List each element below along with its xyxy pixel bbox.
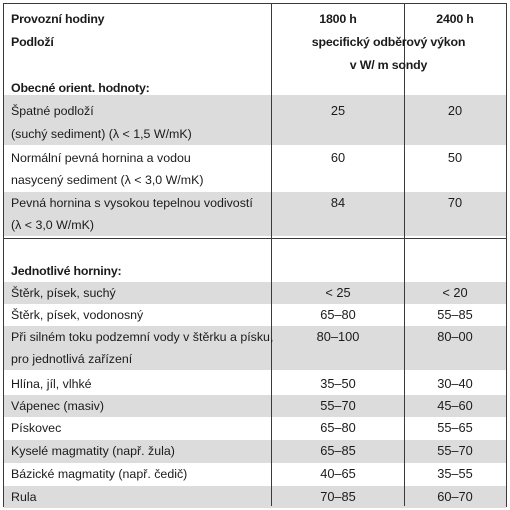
header-unit-line1: specifický odběrový výkon: [311, 35, 466, 49]
s1-row2-value-1800: 60: [330, 150, 346, 165]
s2-row5-value-1800: 55–70: [320, 398, 356, 413]
header-unit-line2: v W/ m sondy: [349, 58, 428, 72]
s2-row2-value-2400: 55–85: [437, 307, 473, 322]
s1-row3-label-line2: (λ < 3,0 W/mK): [11, 218, 94, 232]
header-hours-1800: 1800 h: [319, 12, 357, 26]
header-hours-2400: 2400 h: [436, 12, 474, 26]
s2-row2-value-1800: 65–80: [320, 307, 356, 322]
s1-row3-value-2400: 70: [447, 195, 463, 210]
s2-row9-value-1800: 70–85: [320, 489, 356, 504]
s2-row1-value-2400: < 20: [442, 285, 468, 300]
s2-row5-label: Vápenec (masiv): [11, 399, 104, 413]
s2-row4-label: Hlína, jíl, vlhké: [11, 377, 92, 391]
s2-row3-value-2400: 80–00: [437, 329, 473, 344]
s2-row8-label: Bázické magmatity (např. čedič): [11, 467, 188, 481]
s2-row6-value-1800: 65–80: [320, 420, 356, 435]
s2-row5-value-2400: 45–60: [437, 398, 473, 413]
column-divider-1: [271, 4, 272, 506]
s1-row2-label-line2: nasycený sediment (λ < 3,0 W/mK): [11, 173, 204, 187]
shade-s1-r3: [4, 192, 506, 236]
s2-row8-value-2400: 35–55: [437, 466, 473, 481]
s2-row3-label-line2: pro jednotlivá zařízení: [11, 352, 133, 366]
s1-row1-value-2400: 20: [447, 103, 463, 118]
shade-s2-r1: [4, 282, 506, 304]
shade-s2-r5: [4, 395, 506, 417]
header-subsoil: Podloží: [11, 35, 54, 49]
s1-row2-label-line1: Normální pevná hornina a vodou: [11, 151, 191, 165]
shade-s1-r1: [4, 95, 506, 145]
s2-row7-value-2400: 55–70: [437, 443, 473, 458]
header-operating-hours: Provozní hodiny: [11, 12, 105, 26]
s2-row1-label: Štěrk, písek, suchý: [11, 286, 116, 300]
s1-row1-value-1800: 25: [330, 103, 346, 118]
shade-s2-r9: [4, 486, 506, 508]
shade-s2-r3: [4, 326, 506, 370]
section-rocks-title: Jednotlivé horniny:: [11, 264, 122, 278]
s2-row7-label: Kyselé magmatity (např. žula): [11, 444, 175, 458]
section-general-title: Obecné orient. hodnoty:: [11, 81, 150, 95]
s1-row2-value-2400: 50: [447, 150, 463, 165]
s1-row3-value-1800: 84: [330, 195, 346, 210]
s1-row1-label-line1: Špatné podloží: [11, 104, 94, 118]
s2-row1-value-1800: < 25: [325, 285, 351, 300]
s2-row7-value-1800: 65–85: [320, 443, 356, 458]
s2-row3-value-1800: 80–100: [316, 329, 360, 344]
s1-row3-label-line1: Pevná hornina s vysokou tepelnou vodivos…: [11, 196, 253, 210]
s2-row4-value-2400: 30–40: [437, 376, 473, 391]
s1-row1-label-line2: (suchý sediment) (λ < 1,5 W/mK): [11, 127, 192, 141]
s2-row8-value-1800: 40–65: [320, 466, 356, 481]
s2-row6-label: Pískovec: [11, 421, 62, 435]
column-divider-2: [404, 4, 405, 506]
s2-row2-label: Štěrk, písek, vodonosný: [11, 308, 144, 322]
s2-row9-value-2400: 60–70: [437, 489, 473, 504]
s2-row6-value-2400: 55–65: [437, 420, 473, 435]
s2-row4-value-1800: 35–50: [320, 376, 356, 391]
s2-row3-label-line1: Při silném toku podzemní vody v štěrku a…: [11, 330, 274, 344]
s2-row9-label: Rula: [11, 490, 37, 504]
shade-s2-r7: [4, 440, 506, 463]
section-separator: [4, 238, 506, 239]
data-table: Provozní hodiny Podloží 1800 h 2400 h sp…: [3, 3, 507, 508]
